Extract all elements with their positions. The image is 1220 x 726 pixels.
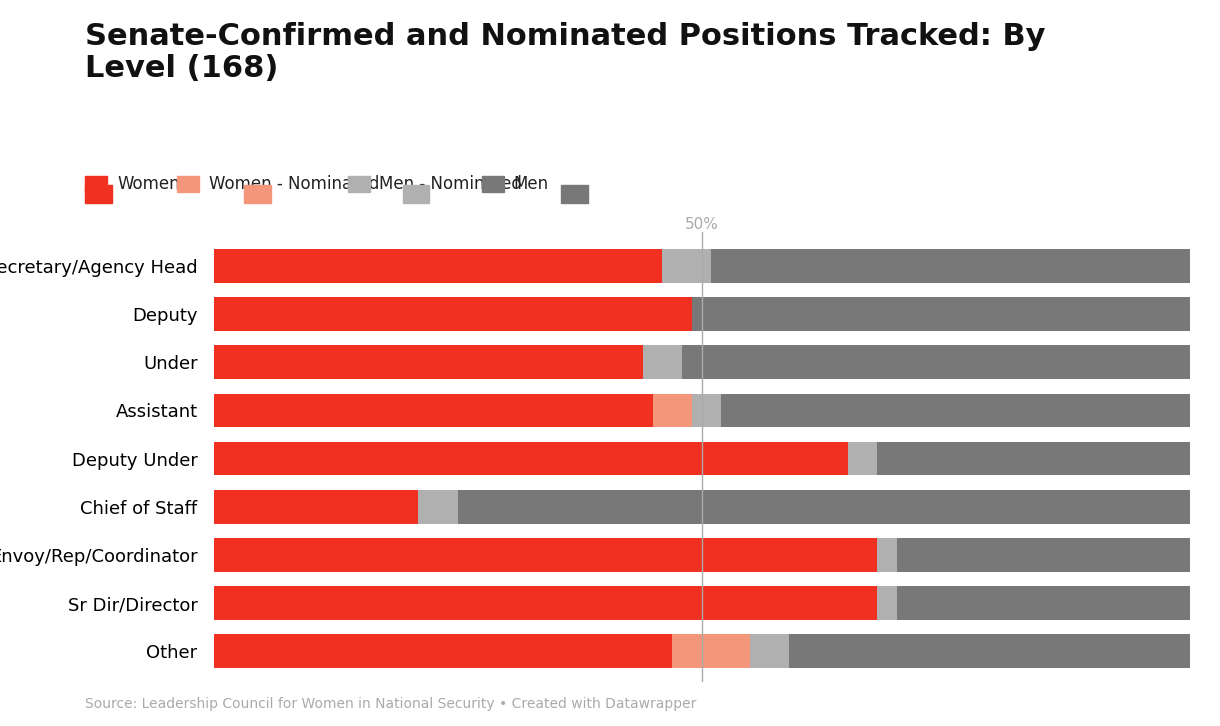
Bar (214, 346, 643, 379)
Bar (214, 586, 702, 620)
Bar (702, 441, 848, 476)
Bar (721, 393, 1190, 428)
Bar (702, 586, 721, 620)
Bar (214, 635, 672, 668)
Text: Women: Women (117, 176, 179, 193)
Bar (653, 393, 692, 428)
Text: 50%: 50% (684, 217, 719, 232)
Bar (214, 441, 702, 476)
Bar (877, 586, 897, 620)
Bar (418, 490, 458, 523)
Bar (214, 298, 692, 331)
Bar (682, 346, 1190, 379)
Bar (702, 538, 721, 571)
Bar (458, 490, 1190, 523)
Text: Source: Leadership Council for Women in National Security • Created with Datawra: Source: Leadership Council for Women in … (85, 698, 697, 711)
Bar (692, 298, 1190, 331)
Bar (702, 538, 877, 571)
Text: Men: Men (514, 176, 549, 193)
Bar (711, 249, 1190, 283)
Bar (848, 441, 877, 476)
Bar (877, 441, 1220, 476)
Bar (702, 441, 731, 476)
Bar (643, 346, 682, 379)
Text: Men - Nominated: Men - Nominated (379, 176, 522, 193)
Bar (662, 249, 711, 283)
Bar (897, 586, 1220, 620)
Bar (214, 393, 653, 428)
Bar (702, 586, 877, 620)
Bar (897, 538, 1220, 571)
Text: Senate-Confirmed and Nominated Positions Tracked: By
Level (168): Senate-Confirmed and Nominated Positions… (85, 22, 1046, 83)
Bar (692, 393, 721, 428)
Bar (750, 635, 789, 668)
Bar (672, 635, 750, 668)
Bar (789, 635, 1190, 668)
Bar (214, 490, 418, 523)
Bar (877, 538, 897, 571)
Bar (214, 249, 662, 283)
Text: Women - Nominated: Women - Nominated (209, 176, 379, 193)
Bar (214, 538, 702, 571)
